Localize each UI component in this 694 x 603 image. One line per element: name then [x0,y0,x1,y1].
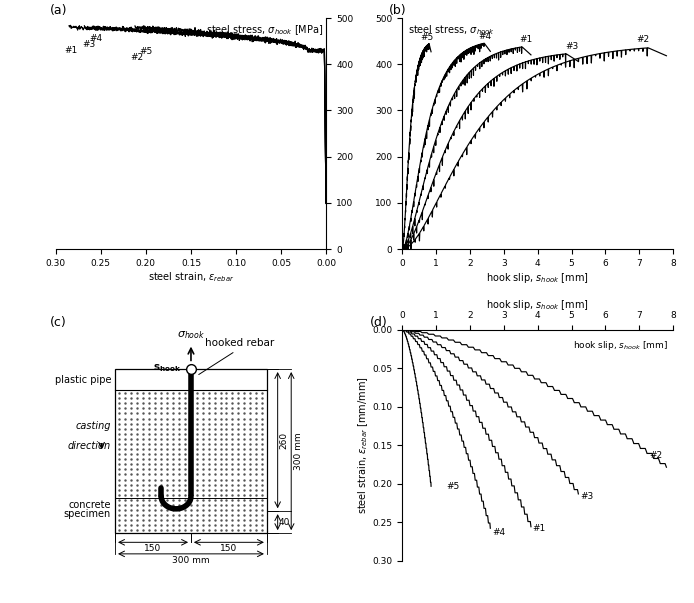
Text: concrete: concrete [69,500,111,510]
Text: 260: 260 [279,432,288,449]
Text: #2: #2 [130,53,144,62]
Text: hook slip, $s_{hook}$ [mm]: hook slip, $s_{hook}$ [mm] [573,339,668,352]
Text: (d): (d) [370,316,387,329]
Text: 300 mm: 300 mm [294,432,303,470]
Text: #5: #5 [420,33,433,42]
Text: (a): (a) [50,4,67,17]
Text: $\sigma_{hook}$: $\sigma_{hook}$ [177,330,205,341]
Text: hooked rebar: hooked rebar [198,338,274,374]
Text: #5: #5 [446,482,459,490]
Text: steel stress, $\sigma_{hook}$: steel stress, $\sigma_{hook}$ [407,23,495,37]
Text: #5: #5 [139,47,153,56]
Text: 40: 40 [279,517,290,526]
Text: direction: direction [68,441,111,450]
Text: #4: #4 [479,32,492,41]
Bar [115,369,266,533]
Text: #3: #3 [580,491,593,500]
Text: (c): (c) [50,316,67,329]
Text: 150: 150 [220,544,237,553]
Text: #1: #1 [533,524,546,533]
Text: steel stress, $\sigma_{hook}$ [MPa]: steel stress, $\sigma_{hook}$ [MPa] [206,23,323,37]
Text: casting: casting [76,421,111,432]
Text: (b): (b) [389,4,407,17]
Text: #4: #4 [90,34,103,43]
X-axis label: hook slip, $s_{hook}$ [mm]: hook slip, $s_{hook}$ [mm] [486,298,589,312]
Text: #3: #3 [565,42,578,51]
Text: #4: #4 [492,528,505,537]
X-axis label: hook slip, $s_{hook}$ [mm]: hook slip, $s_{hook}$ [mm] [486,271,589,285]
X-axis label: steel strain, $\varepsilon_{rebar}$: steel strain, $\varepsilon_{rebar}$ [148,271,235,285]
Text: plastic pipe: plastic pipe [55,374,111,385]
Text: #1: #1 [519,36,532,45]
Text: 150: 150 [144,544,162,553]
Text: $\mathbf{s_{hook}}$: $\mathbf{s_{hook}}$ [153,362,182,374]
Y-axis label: steel strain, $\varepsilon_{rebar}$ [mm/mm]: steel strain, $\varepsilon_{rebar}$ [mm/… [356,376,370,514]
Text: #2: #2 [636,36,650,45]
Text: #3: #3 [83,40,96,49]
Text: #1: #1 [65,46,78,55]
Text: 300 mm: 300 mm [172,556,210,564]
Text: #2: #2 [650,452,663,461]
Text: specimen: specimen [64,509,111,519]
